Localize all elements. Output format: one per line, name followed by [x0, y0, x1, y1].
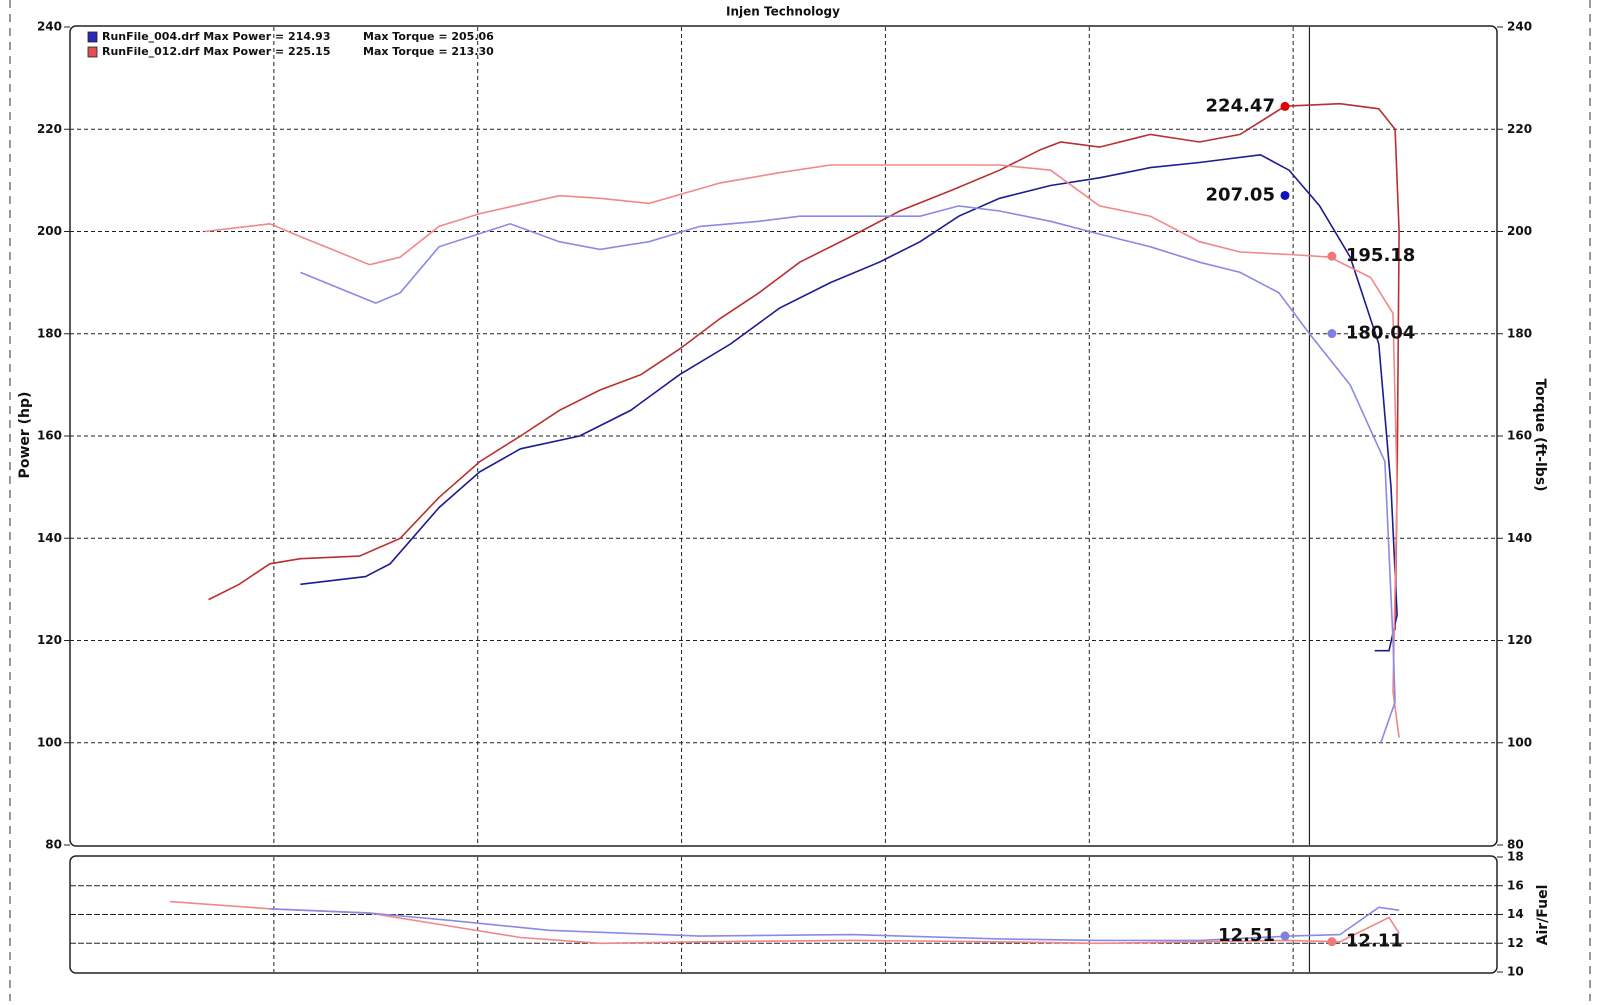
data-line [204, 164, 1400, 738]
marker [1280, 190, 1290, 200]
marker [1280, 931, 1290, 941]
marker [1327, 251, 1337, 261]
marker [1327, 329, 1337, 339]
y2-tick-label: 12 [1507, 936, 1524, 950]
y-tick-label: 100 [37, 735, 62, 749]
y-tick-label: 200 [37, 224, 62, 238]
y-tick-label: 80 [45, 838, 62, 852]
data-line [300, 153, 1398, 652]
marker-label: 224.47 [1206, 95, 1275, 116]
y2-tick-label: 220 [1507, 122, 1532, 136]
y2-tick-label: 18 [1507, 850, 1524, 864]
marker-label: 12.11 [1346, 931, 1403, 952]
y2-axis-label: Air/Fuel [1535, 885, 1551, 946]
y-tick-label: 140 [37, 531, 62, 545]
y2-tick-label: 240 [1507, 20, 1532, 34]
y2-tick-label: 180 [1507, 326, 1532, 340]
data-line [208, 102, 1400, 631]
legend-swatch [87, 31, 98, 43]
marker-label: 207.05 [1206, 184, 1275, 205]
y2-tick-label: 14 [1507, 907, 1524, 921]
y2-tick-label: 10 [1507, 965, 1524, 979]
legend-label: RunFile_004.drf Max Power = 214.93 [102, 30, 331, 43]
chart-title: Injen Technology [726, 5, 840, 19]
marker [1280, 101, 1290, 111]
y-axis-label: Power (hp) [17, 392, 33, 479]
marker-label: 180.04 [1346, 323, 1415, 344]
data-line [300, 205, 1396, 744]
legend-label: Max Torque = 213.30 [363, 45, 494, 58]
y2-axis-label: Torque (ft-lbs) [1532, 378, 1548, 491]
marker-label: 195.18 [1346, 245, 1415, 266]
marker-label: 12.51 [1218, 925, 1275, 946]
data-line [169, 900, 1400, 945]
y2-tick-label: 120 [1507, 633, 1532, 647]
y-tick-label: 120 [37, 633, 62, 647]
legend-swatch [87, 46, 98, 58]
y-tick-label: 180 [37, 326, 62, 340]
y-tick-label: 160 [37, 429, 62, 443]
legend-label: Max Torque = 205.06 [363, 30, 494, 43]
y2-tick-label: 80 [1507, 838, 1524, 852]
y2-tick-label: 16 [1507, 878, 1524, 892]
marker [1327, 937, 1337, 947]
legend-label: RunFile_012.drf Max Power = 225.15 [102, 45, 331, 58]
y2-tick-label: 140 [1507, 531, 1532, 545]
y2-tick-label: 160 [1507, 429, 1532, 443]
y2-tick-label: 100 [1507, 735, 1532, 749]
y2-tick-label: 200 [1507, 224, 1532, 238]
y-tick-label: 240 [37, 20, 62, 34]
y-tick-label: 220 [37, 122, 62, 136]
data-line [269, 906, 1400, 942]
